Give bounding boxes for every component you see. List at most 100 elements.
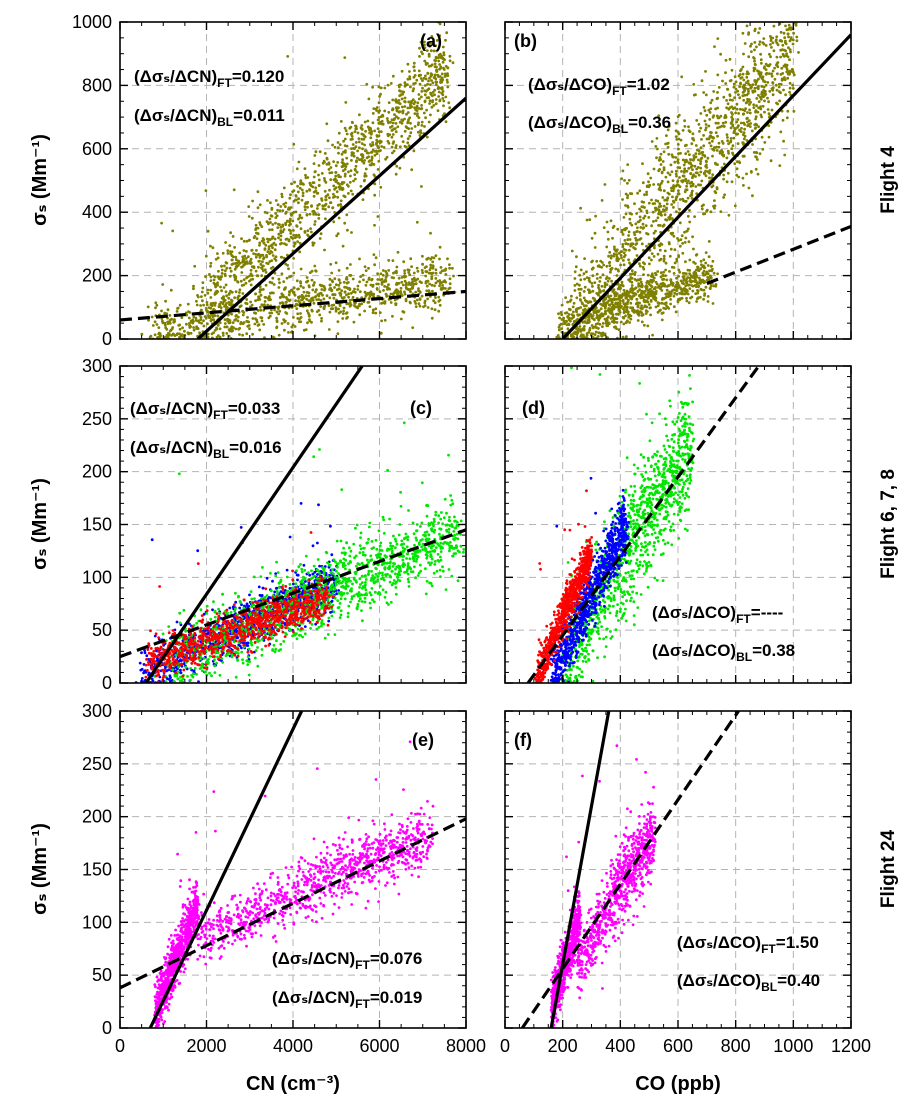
point (677, 192, 681, 196)
point (216, 256, 220, 260)
point (688, 153, 691, 157)
point (639, 226, 643, 229)
point (352, 147, 355, 150)
point (376, 272, 379, 276)
points-a (140, 22, 457, 339)
point (772, 1, 775, 4)
point (613, 298, 616, 302)
point (671, 195, 674, 199)
point (275, 316, 278, 320)
point (341, 158, 344, 162)
point (691, 289, 695, 293)
point (758, 152, 762, 156)
point (171, 326, 175, 329)
point (365, 280, 369, 284)
panel-label-a: (a) (420, 31, 442, 51)
point (432, 299, 435, 303)
point (178, 335, 182, 339)
point (768, 4, 771, 7)
point (277, 305, 281, 309)
point (430, 277, 434, 281)
point (423, 125, 426, 128)
point (576, 329, 579, 333)
point (771, 93, 775, 97)
point (664, 268, 667, 272)
point (420, 107, 424, 110)
point (442, 104, 445, 108)
point (284, 223, 288, 227)
point (636, 304, 640, 307)
point (659, 152, 663, 156)
point (228, 606, 232, 610)
point (613, 245, 616, 249)
point (214, 285, 218, 289)
point (404, 299, 408, 303)
point (629, 301, 633, 305)
point (375, 282, 379, 286)
point (211, 313, 215, 317)
point (656, 216, 660, 220)
point (586, 288, 590, 292)
point (747, 89, 750, 93)
point (234, 255, 238, 259)
point (408, 116, 412, 120)
point (778, 164, 782, 168)
point (648, 306, 652, 310)
point (268, 296, 271, 300)
point (639, 277, 642, 281)
point (299, 280, 302, 284)
point (776, 8, 779, 11)
point (277, 236, 280, 240)
point (367, 300, 371, 304)
point (695, 119, 699, 122)
point (452, 274, 455, 278)
point (566, 327, 570, 331)
point (287, 331, 290, 334)
point (160, 221, 164, 225)
point (289, 288, 293, 292)
point (403, 117, 406, 121)
point (609, 270, 612, 274)
point (679, 238, 683, 242)
point (668, 254, 672, 258)
point (739, 81, 742, 85)
point (678, 207, 681, 211)
point (721, 121, 725, 125)
point (267, 247, 271, 251)
point (680, 75, 684, 79)
point (673, 291, 677, 295)
point (434, 254, 438, 257)
point (385, 117, 389, 120)
point (638, 207, 641, 211)
point (367, 97, 371, 101)
point (269, 221, 272, 224)
point (302, 286, 305, 289)
point (334, 283, 338, 287)
point (363, 309, 366, 313)
point (756, 69, 759, 73)
point (436, 109, 440, 112)
point (635, 297, 639, 301)
point (686, 276, 690, 279)
point (654, 219, 658, 223)
point (284, 296, 288, 299)
point (746, 79, 750, 83)
point (369, 136, 373, 140)
point (176, 306, 180, 310)
point (622, 322, 626, 326)
point (352, 151, 355, 155)
point (401, 140, 405, 144)
point (286, 55, 290, 58)
point (659, 275, 663, 279)
point (747, 99, 750, 103)
point (622, 251, 626, 255)
point (428, 268, 432, 272)
point (437, 309, 441, 313)
point (262, 323, 266, 326)
point (230, 299, 234, 303)
point (431, 81, 435, 85)
point (298, 221, 302, 224)
point (397, 106, 400, 110)
point (630, 223, 634, 227)
point (601, 304, 605, 307)
